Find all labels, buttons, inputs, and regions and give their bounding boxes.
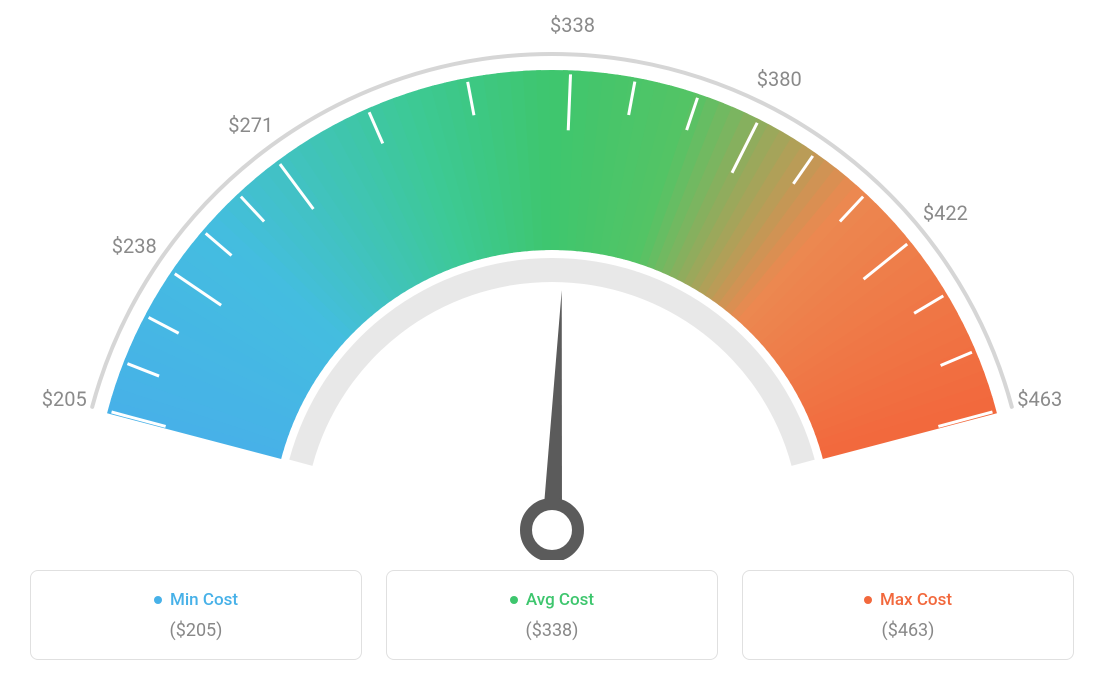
dot-icon	[510, 596, 518, 604]
legend-value-avg: ($338)	[403, 620, 701, 641]
cost-gauge-chart: $205 $238 $271 $338 $380 $422 $463 Min Cost ($…	[0, 0, 1104, 690]
legend-label-text: Avg Cost	[526, 590, 594, 610]
dot-icon	[154, 596, 162, 604]
dot-icon	[864, 596, 872, 604]
gauge-tick-label: $422	[923, 201, 968, 225]
gauge-tick-label: $238	[112, 234, 157, 258]
gauge-tick-label: $338	[550, 13, 595, 37]
legend-label-text: Min Cost	[170, 590, 238, 610]
legend-label-text: Max Cost	[880, 590, 952, 610]
legend-label-max: Max Cost	[864, 590, 952, 610]
legend-card-avg: Avg Cost ($338)	[386, 570, 718, 660]
gauge-svg	[0, 0, 1104, 560]
legend-card-min: Min Cost ($205)	[30, 570, 362, 660]
gauge-tick-label: $380	[757, 67, 802, 91]
legend-label-min: Min Cost	[154, 590, 238, 610]
legend-row: Min Cost ($205) Avg Cost ($338) Max Cost…	[30, 570, 1074, 660]
legend-value-min: ($205)	[47, 620, 345, 641]
legend-value-max: ($463)	[759, 620, 1057, 641]
gauge-tick-label: $463	[1017, 387, 1062, 411]
gauge-tick-label: $271	[228, 113, 273, 137]
gauge-tick-label: $205	[42, 387, 87, 411]
legend-label-avg: Avg Cost	[510, 590, 594, 610]
gauge-area: $205 $238 $271 $338 $380 $422 $463	[0, 0, 1104, 560]
legend-card-max: Max Cost ($463)	[742, 570, 1074, 660]
